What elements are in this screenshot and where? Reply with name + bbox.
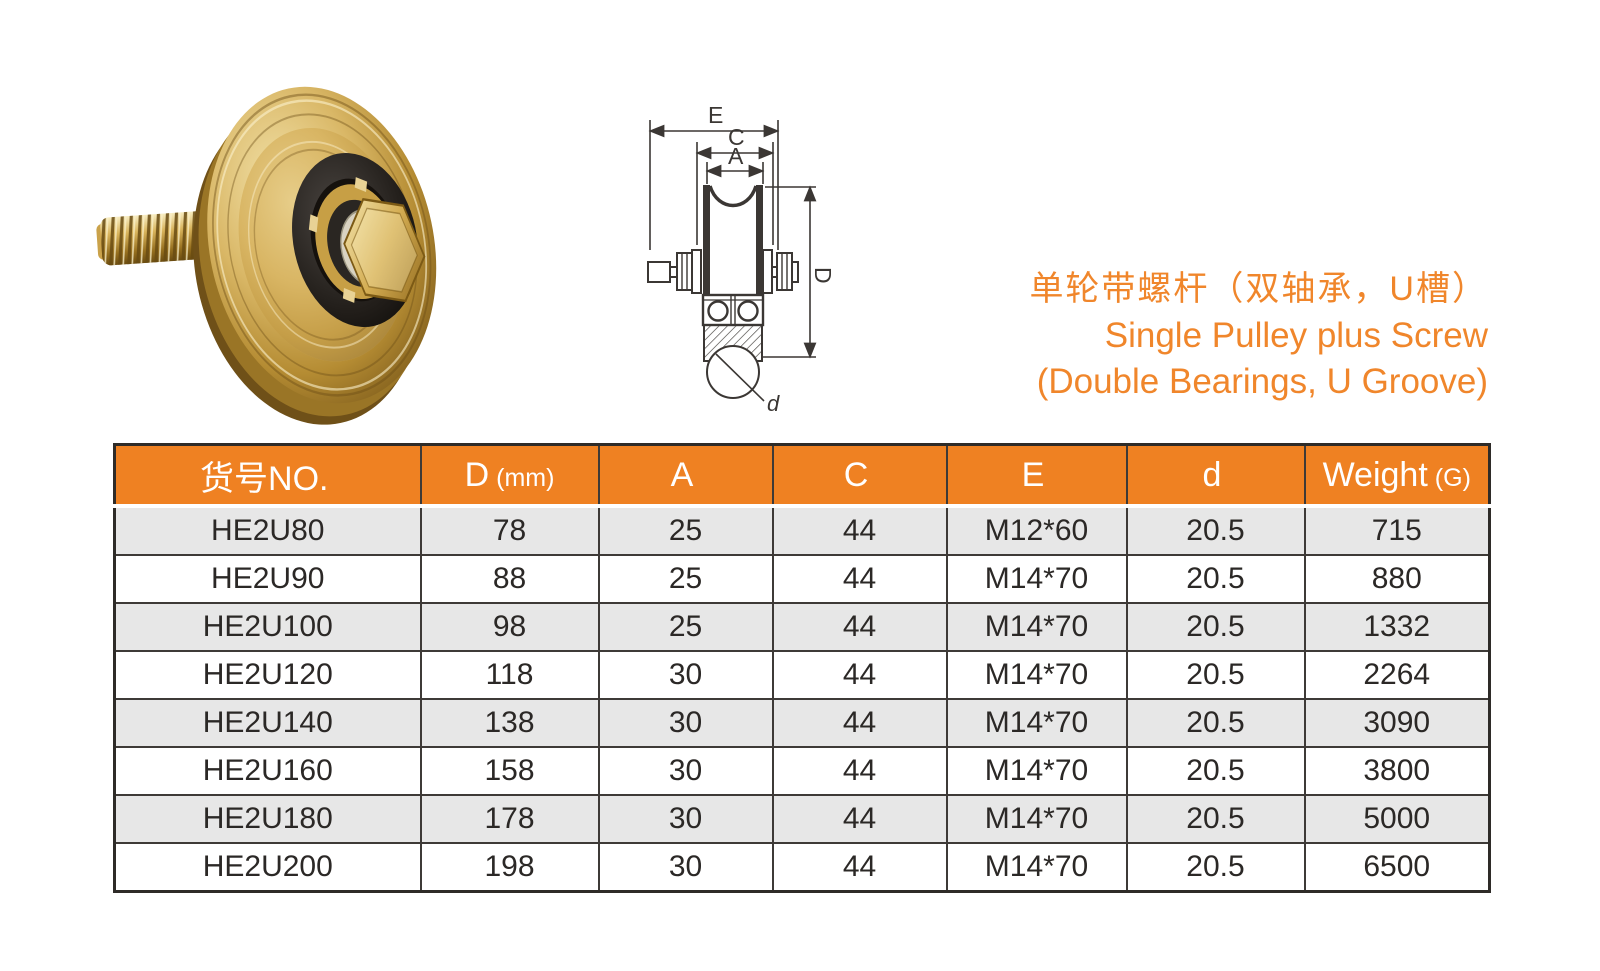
cell-a: 30 [597, 794, 774, 844]
table-row: HE2U160 158 30 44 M14*70 20.5 3800 [113, 746, 1491, 796]
col-header-d-mm: D (mm) [419, 443, 600, 508]
table-row: HE2U80 78 25 44 M12*60 20.5 715 [113, 505, 1491, 556]
cell-weight: 5000 [1303, 794, 1491, 844]
wheel-cross-section [703, 185, 763, 295]
cell-weight: 3090 [1303, 698, 1491, 748]
col-header-e: E [945, 443, 1128, 508]
side-nuts [647, 249, 799, 294]
cell-d: 88 [419, 554, 600, 604]
product-title-en-1: Single Pulley plus Screw [1104, 316, 1488, 355]
cell-e: M14*70 [945, 698, 1128, 748]
cell-d: 158 [419, 746, 600, 796]
cell-c: 44 [771, 554, 948, 604]
table-row: HE2U200 198 30 44 M14*70 20.5 6500 [113, 842, 1491, 893]
cell-weight: 1332 [1303, 602, 1491, 652]
cell-c: 44 [771, 842, 948, 893]
dim-line-D: D [763, 185, 836, 359]
dim-label-d: d [767, 391, 780, 416]
table-row: HE2U120 118 30 44 M14*70 20.5 2264 [113, 650, 1491, 700]
cell-item-no: HE2U100 [113, 602, 422, 652]
cell-item-no: HE2U120 [113, 650, 422, 700]
cell-item-no: HE2U140 [113, 698, 422, 748]
cell-c: 44 [771, 794, 948, 844]
cell-e: M14*70 [945, 602, 1128, 652]
cell-item-no: HE2U180 [113, 794, 422, 844]
cell-item-no: HE2U90 [113, 554, 422, 604]
cell-item-no: HE2U200 [113, 842, 422, 893]
col-header-d: d [1125, 443, 1306, 508]
cell-weight: 715 [1303, 505, 1491, 556]
cell-item-no: HE2U160 [113, 746, 422, 796]
cell-weight: 6500 [1303, 842, 1491, 893]
cell-c: 44 [771, 505, 948, 556]
cell-d-small: 20.5 [1125, 650, 1306, 700]
table-header-row: 货号NO. D (mm) A C E d Weight (G) [113, 443, 1491, 508]
cell-e: M14*70 [945, 554, 1128, 604]
col-header-no: 货号NO. [113, 443, 422, 508]
cell-d: 198 [419, 842, 600, 893]
hex-bolt-head [343, 198, 426, 303]
cell-d-small: 20.5 [1125, 746, 1306, 796]
cell-d: 78 [419, 505, 600, 556]
dim-line-A: A [705, 143, 765, 184]
cell-d: 118 [419, 650, 600, 700]
dim-label-A: A [728, 143, 744, 169]
cell-c: 44 [771, 698, 948, 748]
cell-d-small: 20.5 [1125, 602, 1306, 652]
cell-a: 25 [597, 602, 774, 652]
table-row: HE2U100 98 25 44 M14*70 20.5 1332 [113, 602, 1491, 652]
col-header-weight: Weight (G) [1303, 443, 1491, 508]
cell-a: 30 [597, 842, 774, 893]
cell-c: 44 [771, 650, 948, 700]
dim-label-D: D [810, 267, 836, 284]
cell-a: 25 [597, 554, 774, 604]
table-row: HE2U90 88 25 44 M14*70 20.5 880 [113, 554, 1491, 604]
cell-d-small: 20.5 [1125, 698, 1306, 748]
cell-e: M14*70 [945, 842, 1128, 893]
bearing-and-bolt [292, 152, 426, 328]
cell-weight: 2264 [1303, 650, 1491, 700]
cell-d-small: 20.5 [1125, 794, 1306, 844]
cell-c: 44 [771, 746, 948, 796]
dim-line-E: E [648, 102, 780, 250]
cell-a: 30 [597, 650, 774, 700]
cell-d: 178 [419, 794, 600, 844]
cell-a: 25 [597, 505, 774, 556]
cell-d: 98 [419, 602, 600, 652]
cell-item-no: HE2U80 [113, 505, 422, 556]
dim-label-C: C [728, 124, 745, 150]
table-row: HE2U140 138 30 44 M14*70 20.5 3090 [113, 698, 1491, 748]
cell-weight: 880 [1303, 554, 1491, 604]
dim-label-E: E [708, 102, 723, 128]
product-title: 单轮带螺杆（双轴承，U槽） Single Pulley plus Screw (… [1029, 266, 1488, 405]
cell-e: M14*70 [945, 650, 1128, 700]
product-title-zh: 单轮带螺杆（双轴承，U槽） [1029, 270, 1488, 308]
col-header-c: C [771, 443, 948, 508]
product-photo [96, 86, 437, 425]
bearing-balls [701, 293, 765, 327]
cell-c: 44 [771, 602, 948, 652]
cell-a: 30 [597, 698, 774, 748]
product-title-en-2: (Double Bearings, U Groove) [1036, 362, 1488, 401]
table-row: HE2U180 178 30 44 M14*70 20.5 5000 [113, 794, 1491, 844]
dim-line-C: C [695, 124, 775, 245]
cell-d: 138 [419, 698, 600, 748]
cell-e: M14*70 [945, 794, 1128, 844]
col-header-a: A [597, 443, 774, 508]
technical-diagram: E C A [647, 102, 836, 416]
cell-e: M12*60 [945, 505, 1128, 556]
spec-table: 货号NO. D (mm) A C E d Weight (G) HE2U80 78 … [113, 443, 1491, 893]
axle-hole: d [706, 345, 780, 416]
cell-d-small: 20.5 [1125, 554, 1306, 604]
cell-weight: 3800 [1303, 746, 1491, 796]
cell-d-small: 20.5 [1125, 505, 1306, 556]
cell-d-small: 20.5 [1125, 842, 1306, 893]
cell-e: M14*70 [945, 746, 1128, 796]
cell-a: 30 [597, 746, 774, 796]
